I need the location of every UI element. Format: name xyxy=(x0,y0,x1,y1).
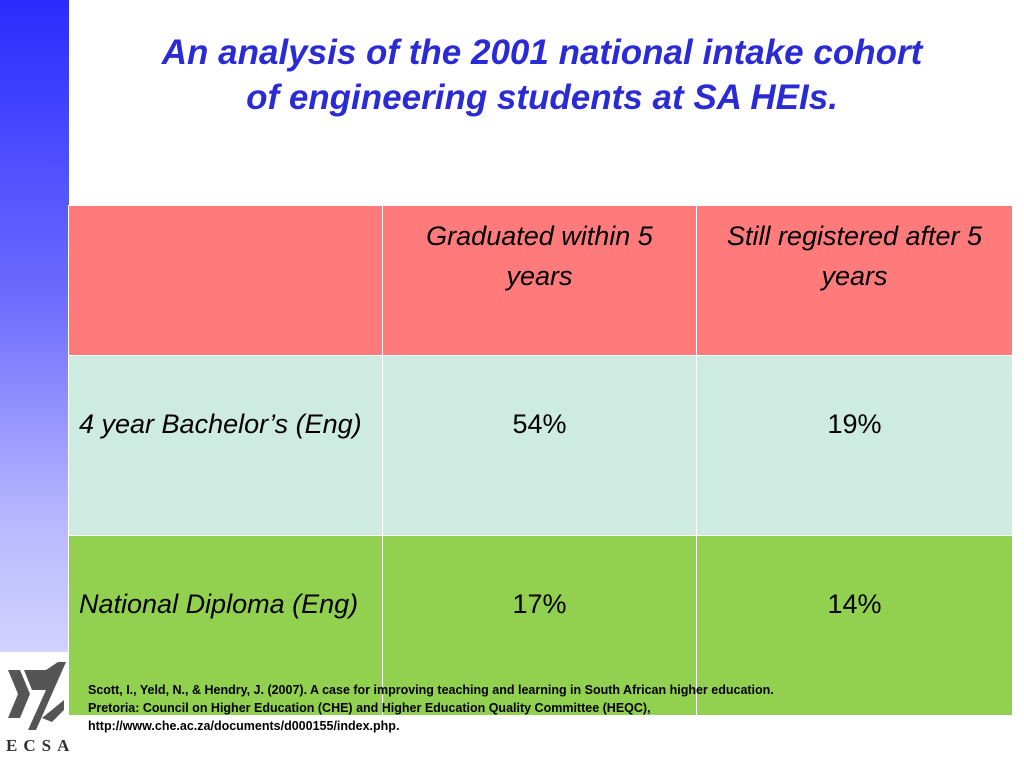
cell-diploma-graduated: 17% xyxy=(382,535,697,716)
table-row-bachelor: 4 year Bachelor’s (Eng) 54% 19% xyxy=(68,355,1013,536)
side-gradient-bar xyxy=(0,0,69,652)
slide-title: An analysis of the 2001 national intake … xyxy=(84,30,1000,120)
header-cell-graduated: Graduated within 5 years xyxy=(382,205,697,356)
cell-bachelor-graduated: 54% xyxy=(382,355,697,536)
title-line-2: of engineering students at SA HEIs. xyxy=(246,78,838,117)
citation: Scott, I., Yeld, N., & Hendry, J. (2007)… xyxy=(88,681,988,735)
cohort-table: Graduated within 5 years Still registere… xyxy=(68,205,1013,716)
cell-bachelor-still-registered: 19% xyxy=(696,355,1013,536)
citation-line-1: Scott, I., Yeld, N., & Hendry, J. (2007)… xyxy=(88,683,774,697)
citation-url[interactable]: http://www.che.ac.za/documents/d000155/i… xyxy=(88,719,400,733)
cell-diploma-still-registered: 14% xyxy=(696,535,1013,716)
citation-line-2: Pretoria: Council on Higher Education (C… xyxy=(88,701,651,715)
header-cell-empty xyxy=(68,205,383,356)
ecsa-logo-icon xyxy=(8,662,66,730)
row-label-bachelor: 4 year Bachelor’s (Eng) xyxy=(68,355,383,536)
table-header-row: Graduated within 5 years Still registere… xyxy=(68,205,1013,356)
header-cell-still-registered: Still registered after 5 years xyxy=(696,205,1013,356)
row-label-diploma: National Diploma (Eng) xyxy=(68,535,383,716)
ecsa-logo-text: ECSA xyxy=(6,736,76,755)
ecsa-logo: ECSA xyxy=(6,660,69,760)
title-line-1: An analysis of the 2001 national intake … xyxy=(161,33,923,72)
table-row-diploma: National Diploma (Eng) 17% 14% xyxy=(68,535,1013,716)
